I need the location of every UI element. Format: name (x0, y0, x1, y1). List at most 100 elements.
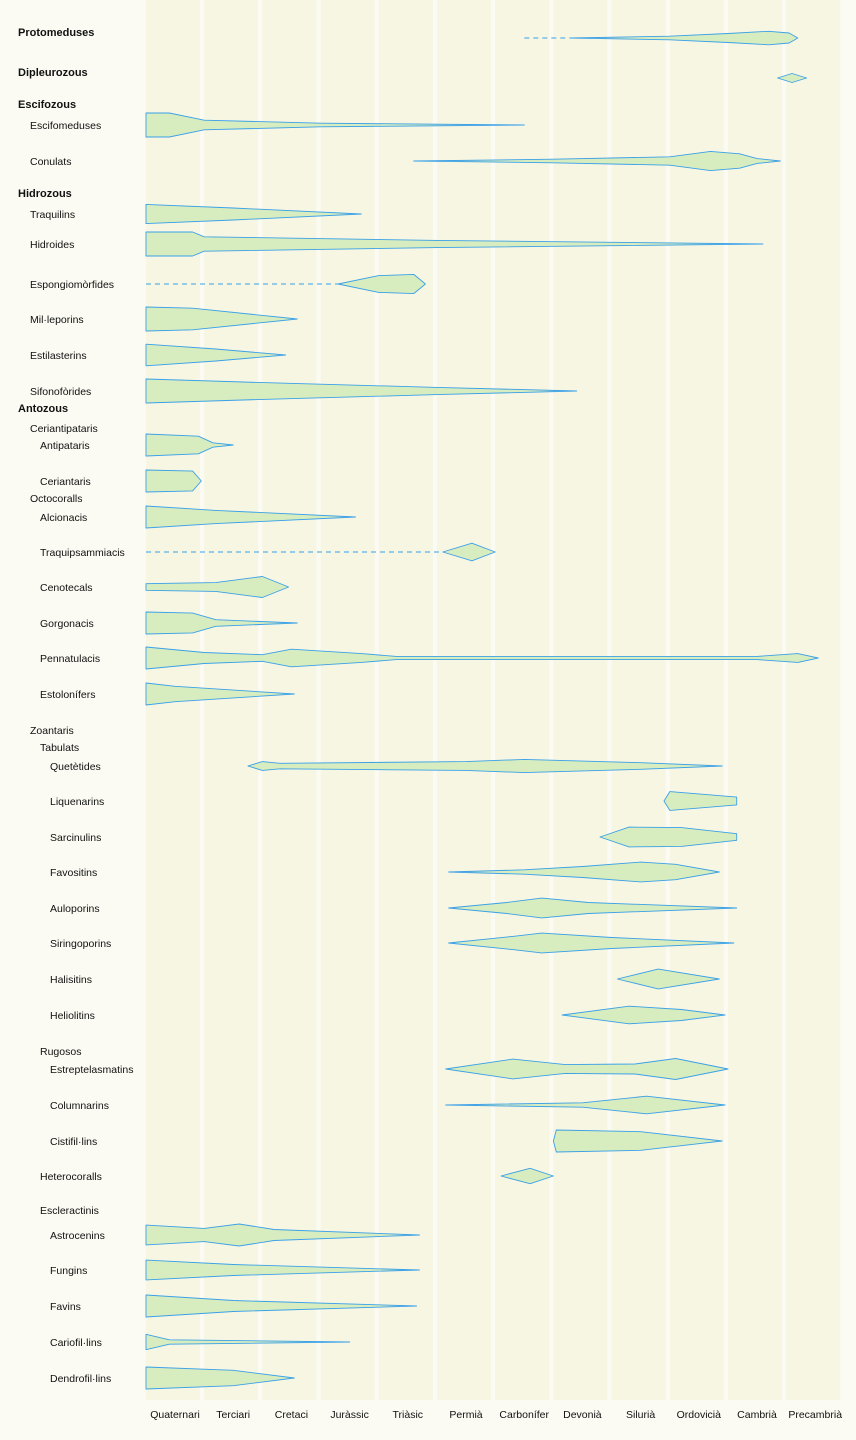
range-spindle (561, 1005, 726, 1025)
period-band-4 (378, 0, 433, 1400)
range-spindle (552, 1129, 723, 1153)
period-band-10 (728, 0, 782, 1400)
row-label: Escleractinis (40, 1205, 99, 1217)
row-label: Dipleurozous (18, 67, 88, 79)
range-spindle (145, 576, 290, 598)
row-label: Conulats (30, 156, 71, 168)
row-label: Estolonífers (40, 689, 95, 701)
period-label: Precambrià (788, 1409, 842, 1421)
range-spindle (145, 1259, 420, 1281)
row-label: Espongiomòrfides (30, 279, 114, 291)
range-spindle (145, 203, 362, 225)
period-band-3 (320, 0, 375, 1400)
row-label: Sifonofòrides (30, 386, 91, 398)
row-label: Traquilins (30, 209, 75, 221)
range-spindle (663, 791, 738, 811)
range-spindle (145, 611, 298, 635)
row-label: Heliolitins (50, 1010, 95, 1022)
row-label: Antozous (18, 403, 68, 415)
range-spindle (145, 378, 578, 404)
period-label: Cretaci (275, 1409, 308, 1421)
row-label: Escifozous (18, 99, 76, 111)
range-spindle (145, 505, 356, 529)
row-label: Cistifil·lins (50, 1136, 97, 1148)
row-label: Siringoporins (50, 938, 111, 950)
row-label: Sarcinulins (50, 832, 101, 844)
period-band-6 (495, 0, 550, 1400)
range-spindle (145, 433, 234, 457)
period-label: Cambrià (737, 1409, 777, 1421)
period-band-9 (669, 0, 724, 1400)
row-label: Gorgonacis (40, 618, 94, 630)
row-label: Antipataris (40, 440, 90, 452)
period-label: Juràssic (330, 1409, 369, 1421)
period-label: Permià (449, 1409, 482, 1421)
period-band-7 (553, 0, 608, 1400)
period-band-8 (611, 0, 666, 1400)
period-label: Triàsic (393, 1409, 424, 1421)
row-labels: Protomeduses Dipleurozous Escifozous Escifo… (18, 27, 133, 1385)
row-label: Mil·leporins (30, 314, 84, 326)
row-label: Dendrofil·lins (50, 1373, 111, 1385)
row-label: Octocoralls (30, 493, 83, 505)
row-label: Columnarins (50, 1100, 109, 1112)
period-label: Ordovicià (677, 1409, 722, 1421)
row-label: Escifomeduses (30, 120, 101, 132)
range-spindle (442, 542, 496, 562)
range-spindle (145, 1294, 418, 1318)
period-band-2 (262, 0, 317, 1400)
range-spindle (145, 343, 287, 367)
range-spindle (145, 682, 295, 706)
range-spindle (570, 30, 799, 46)
period-label: Silurià (626, 1409, 655, 1421)
range-spindle (448, 897, 738, 919)
row-label: Ceriantipataris (30, 423, 98, 435)
row-label: Heterocoralls (40, 1171, 102, 1183)
range-spindle (599, 826, 738, 848)
period-band-11 (786, 0, 841, 1400)
range-spindle (145, 112, 525, 138)
range-spindle (448, 932, 735, 954)
row-label: Liquenarins (50, 796, 104, 808)
range-spindle (777, 73, 808, 83)
row-label: Tabulats (40, 742, 79, 754)
range-spindle (145, 646, 819, 670)
period-label: Carbonífer (499, 1409, 549, 1421)
period-band-1 (204, 0, 259, 1400)
row-label: Rugosos (40, 1046, 81, 1058)
row-label: Hidrozous (18, 188, 72, 200)
row-label: Hidroides (30, 239, 74, 251)
range-spindle (413, 150, 781, 172)
range-spindle (145, 231, 764, 257)
period-label: Quaternari (150, 1409, 200, 1421)
range-spindles (145, 30, 819, 1390)
range-spindle (500, 1167, 554, 1185)
row-label: Halisitins (50, 974, 92, 986)
range-spindle (616, 968, 720, 990)
range-spindle (445, 1095, 726, 1115)
range-spindle (145, 469, 202, 493)
range-spindle (145, 1223, 420, 1247)
row-label: Alcionacis (40, 512, 87, 524)
row-label: Estilasterins (30, 350, 87, 362)
row-label: Cenotecals (40, 582, 93, 594)
row-label: Estreptelasmatins (50, 1064, 133, 1076)
range-spindle (448, 861, 720, 883)
period-label: Devonià (563, 1409, 602, 1421)
row-label: Astrocenins (50, 1230, 105, 1242)
row-label: Favins (50, 1301, 81, 1313)
row-label: Protomeduses (18, 27, 94, 39)
row-label: Fungins (50, 1265, 87, 1277)
range-spindle (337, 273, 426, 295)
row-label: Favositins (50, 867, 97, 879)
row-label: Zoantaris (30, 725, 74, 737)
row-label: Quetètides (50, 761, 101, 773)
range-spindle (145, 1366, 295, 1390)
range-spindle (247, 758, 723, 774)
range-spindle (445, 1058, 729, 1080)
row-label: Ceriantaris (40, 476, 91, 488)
period-bands (146, 0, 841, 1400)
row-label: Auloporins (50, 903, 100, 915)
period-ticks: Quaternari Terciari Cretaci Juràssic Triàsic… (150, 1409, 842, 1421)
